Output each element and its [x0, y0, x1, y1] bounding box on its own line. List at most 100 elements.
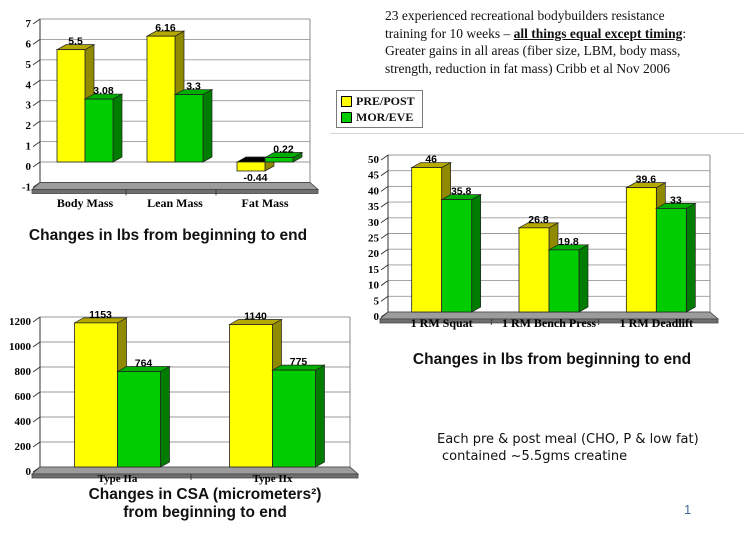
y-tick-label: 1200: [9, 316, 32, 328]
y-axis-tick: [32, 39, 41, 45]
y-axis-tick: [380, 154, 389, 161]
value-label: 775: [290, 356, 308, 368]
legend-item: MOR/EVE: [341, 109, 415, 125]
category-label: 1 RM Deadlift: [620, 316, 693, 330]
y-axis-tick: [32, 366, 41, 373]
legend-item: PRE/POST: [341, 93, 415, 109]
value-label: 33: [670, 194, 682, 206]
y-tick-label: 5: [374, 295, 380, 307]
value-label: 46: [425, 154, 437, 166]
y-tick-label: 25: [368, 233, 380, 245]
y-axis-tick: [32, 341, 41, 348]
y-axis-tick: [32, 391, 41, 398]
summary-line4: strength, reduction in fat mass) Cribb e…: [385, 60, 670, 76]
bar-side: [578, 244, 589, 313]
bar-mor-eve-1: [174, 94, 204, 163]
bar-pre-post-1: [518, 227, 550, 313]
bar-mor-eve-0: [441, 199, 473, 313]
bar-mor-eve-0: [84, 98, 114, 163]
y-axis-tick: [380, 280, 389, 286]
y-axis-tick: [32, 79, 41, 86]
y-tick-label: 1000: [9, 341, 32, 353]
y-tick-label: 400: [15, 416, 32, 428]
bar-side: [202, 88, 213, 163]
y-axis-tick: [380, 233, 389, 239]
y-tick-label: 35: [368, 201, 380, 213]
y-tick-label: 2: [26, 120, 32, 132]
y-tick-label: 200: [15, 441, 32, 453]
floor-front: [31, 473, 359, 479]
bar-side: [315, 364, 325, 468]
bar-pre-post-0: [56, 49, 86, 163]
bar-pre-post-0: [74, 322, 118, 468]
y-tick-label: -1: [22, 181, 31, 193]
chart-csa-change: 0 200 400 600 800 1000 1200 Type IIa Type IIx 115…: [9, 309, 360, 485]
summary-line3: Greater gains in all areas (fiber size, …: [385, 43, 681, 58]
y-tick-label: 0: [26, 161, 32, 173]
y-axis-tick: [380, 217, 389, 224]
value-label: 3.08: [93, 85, 114, 97]
chart-strength-title: Changes in lbs from beginning to end: [412, 351, 692, 368]
bar-side: [160, 365, 170, 468]
page-number: 1: [684, 502, 692, 517]
value-label: 19.8: [558, 236, 579, 248]
y-tick-label: 6: [26, 38, 32, 50]
y-tick-label: 0: [374, 311, 380, 323]
floor-top: [30, 182, 320, 190]
y-tick-label: 15: [368, 264, 380, 276]
bar-side: [471, 193, 482, 313]
summary-line2-suffix: :: [682, 25, 687, 41]
y-tick-label: 800: [15, 366, 32, 378]
y-axis-tick: [32, 141, 41, 147]
bar-side: [685, 202, 696, 313]
note-line1: Each pre & post meal (CHO, P & low fat): [437, 432, 699, 447]
y-axis-tick: [380, 170, 389, 177]
y-tick-label: 5: [26, 59, 32, 71]
y-axis-tick: [32, 100, 41, 107]
y-axis-tick: [32, 120, 41, 127]
bar-mor-eve-2: [655, 207, 687, 313]
csa-title-line2: from beginning to end: [123, 504, 287, 521]
y-tick-label: 10: [368, 280, 380, 292]
y-tick-label: 4: [26, 79, 32, 91]
value-label: 3.3: [186, 81, 201, 93]
y-axis-tick: [380, 295, 389, 302]
value-label: 5.5: [68, 36, 83, 48]
study-summary: 23 experienced recreational bodybuilders…: [385, 7, 743, 77]
chart-csa-title: Changes in CSA (micrometers²) from begin…: [20, 486, 390, 522]
y-tick-label: 50: [368, 154, 380, 166]
bar-pre-post-1: [229, 324, 273, 468]
y-tick-label: 0: [26, 466, 32, 478]
y-axis-tick: [32, 316, 41, 323]
value-label: 35.8: [451, 186, 472, 198]
chart-legend: PRE/POST MOR/EVE: [336, 90, 423, 128]
y-tick-label: 40: [368, 185, 380, 197]
legend-label: MOR/EVE: [356, 109, 414, 124]
y-axis-tick: [380, 186, 389, 192]
bar-mor-eve-1: [272, 369, 316, 468]
y-tick-label: 20: [368, 248, 380, 260]
bar-mor-eve-2: [264, 157, 294, 163]
category-label: Type IIa: [98, 473, 138, 485]
bar-pre-post-1: [146, 35, 176, 163]
category-label: 1 RM Squat: [411, 316, 473, 330]
bar-mor-eve-0: [117, 371, 161, 468]
y-tick-label: 600: [15, 391, 32, 403]
legend-label: PRE/POST: [356, 93, 415, 108]
creatine-note: Each pre & post meal (CHO, P & low fat) …: [437, 431, 699, 465]
value-label: 1140: [244, 311, 267, 323]
y-axis-tick: [380, 248, 389, 255]
summary-emphasis: all things equal except timing: [513, 25, 683, 41]
floor-front: [379, 318, 719, 324]
summary-line1: 23 experienced recreational bodybuilders…: [385, 8, 665, 23]
y-tick-label: 1: [26, 141, 32, 153]
y-axis-tick: [32, 441, 41, 448]
y-axis-tick: [380, 264, 389, 271]
note-line2: contained ~5.5gms creatine: [442, 449, 628, 464]
value-label: 1153: [89, 309, 112, 321]
csa-title-line1: Changes in CSA (micrometers²): [88, 486, 322, 503]
chart-mass-title: Changes in lbs from beginning to end: [28, 227, 308, 244]
value-label: 764: [135, 358, 153, 370]
value-label: 0.22: [273, 144, 294, 156]
